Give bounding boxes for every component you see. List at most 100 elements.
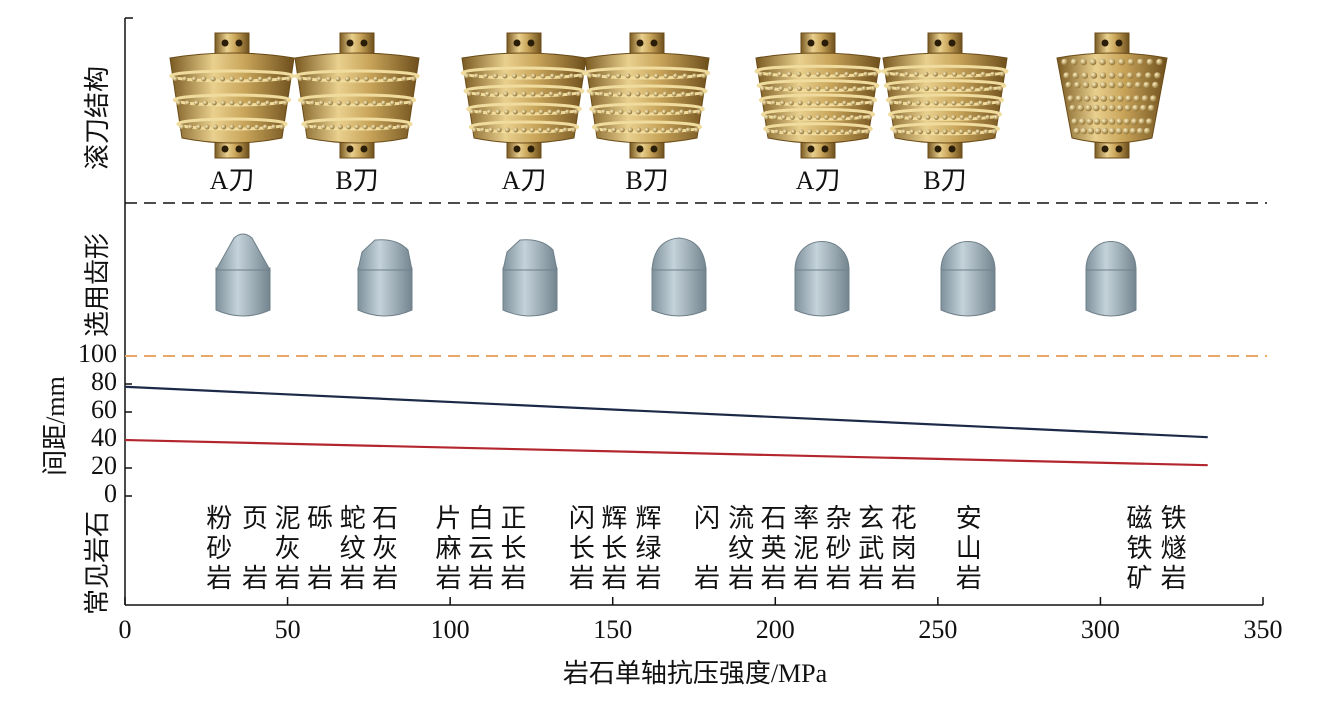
insert xyxy=(652,127,658,133)
insert xyxy=(301,100,307,106)
tooth-body xyxy=(215,267,271,317)
insert xyxy=(310,100,316,106)
insert xyxy=(486,109,492,115)
rock-name: 闪长岩 xyxy=(569,504,595,593)
insert xyxy=(571,127,577,133)
insert xyxy=(797,100,803,106)
rock-char: 燧 xyxy=(1161,534,1187,563)
rock-char: 岩 xyxy=(436,564,462,593)
insert xyxy=(673,73,678,79)
rock-char: 铁 xyxy=(1126,534,1152,563)
insert xyxy=(834,71,840,77)
rock-name: 白云岩 xyxy=(468,504,494,593)
insert xyxy=(896,86,902,92)
insert xyxy=(967,129,973,135)
cutter-label: B刀 xyxy=(923,166,966,195)
insert xyxy=(986,100,992,106)
insert xyxy=(530,91,536,97)
rock-char: 矿 xyxy=(1126,564,1152,593)
rock-char: 闪 xyxy=(694,504,720,533)
insert xyxy=(1075,95,1083,102)
insert xyxy=(942,129,948,135)
insert xyxy=(1100,95,1108,102)
insert xyxy=(229,76,235,82)
insert xyxy=(1092,104,1100,112)
rock-name: 石英岩 xyxy=(761,504,787,593)
hole xyxy=(934,39,942,47)
rock-char: 岩 xyxy=(372,564,398,593)
insert xyxy=(760,86,766,92)
tooth-body xyxy=(651,267,707,317)
insert xyxy=(1132,104,1139,112)
insert xyxy=(758,71,764,77)
insert xyxy=(893,129,899,135)
insert xyxy=(1147,104,1155,112)
insert xyxy=(844,71,850,77)
row-label: 常见岩石 xyxy=(83,511,112,615)
insert xyxy=(669,127,675,133)
insert xyxy=(326,76,332,82)
rock-char: 花 xyxy=(891,504,917,533)
insert xyxy=(906,100,912,106)
tooth-illustration xyxy=(794,241,850,317)
hole xyxy=(948,145,956,153)
insert xyxy=(625,73,631,79)
hole xyxy=(235,145,243,153)
insert xyxy=(538,127,544,133)
insert xyxy=(859,100,865,106)
insert xyxy=(1141,95,1149,102)
x-tick-label: 250 xyxy=(918,615,957,644)
rock-name: 辉长岩 xyxy=(601,504,627,593)
insert xyxy=(872,71,878,77)
insert xyxy=(626,91,632,97)
insert xyxy=(1101,127,1109,135)
insert xyxy=(781,114,787,120)
insert xyxy=(951,100,957,106)
insert xyxy=(466,91,472,97)
insert xyxy=(480,127,486,133)
rock-char: 岩 xyxy=(858,564,884,593)
insert xyxy=(1126,72,1134,79)
insert xyxy=(371,124,377,130)
hole xyxy=(650,145,658,153)
rock-char: 灰 xyxy=(372,534,398,563)
insert xyxy=(849,114,855,120)
tooth-body xyxy=(940,267,996,317)
insert xyxy=(1126,81,1133,89)
insert xyxy=(916,114,922,120)
insert xyxy=(246,124,252,130)
cutter-label: A刀 xyxy=(210,166,255,195)
rock-char: 闪 xyxy=(569,504,595,533)
tooth-body xyxy=(1085,267,1137,317)
insert xyxy=(256,100,262,106)
insert xyxy=(824,114,830,120)
insert xyxy=(530,109,536,115)
insert xyxy=(983,129,989,135)
insert xyxy=(1087,127,1095,135)
insert xyxy=(569,73,574,79)
insert xyxy=(354,100,360,106)
insert xyxy=(597,73,602,79)
rock-name: 片麻岩 xyxy=(436,504,462,593)
insert xyxy=(805,71,811,77)
rock-char: 纹 xyxy=(728,534,754,563)
insert xyxy=(220,76,226,82)
insert xyxy=(1138,118,1146,125)
insert xyxy=(589,91,595,97)
rock-char: 英 xyxy=(761,534,787,563)
insert xyxy=(908,114,914,120)
cutter-illustration xyxy=(754,32,882,159)
rock-name: 正长岩 xyxy=(501,504,527,593)
insert xyxy=(933,100,939,106)
insert xyxy=(644,109,650,115)
insert xyxy=(512,109,518,115)
hole xyxy=(346,145,354,153)
insert xyxy=(915,100,921,106)
rock-name: 闪岩 xyxy=(694,504,720,593)
insert xyxy=(321,124,327,130)
hole xyxy=(360,39,368,47)
y-tick-label: 60 xyxy=(91,395,117,424)
insert xyxy=(771,100,777,106)
rock-char: 岩 xyxy=(891,564,917,593)
insert xyxy=(815,86,821,92)
